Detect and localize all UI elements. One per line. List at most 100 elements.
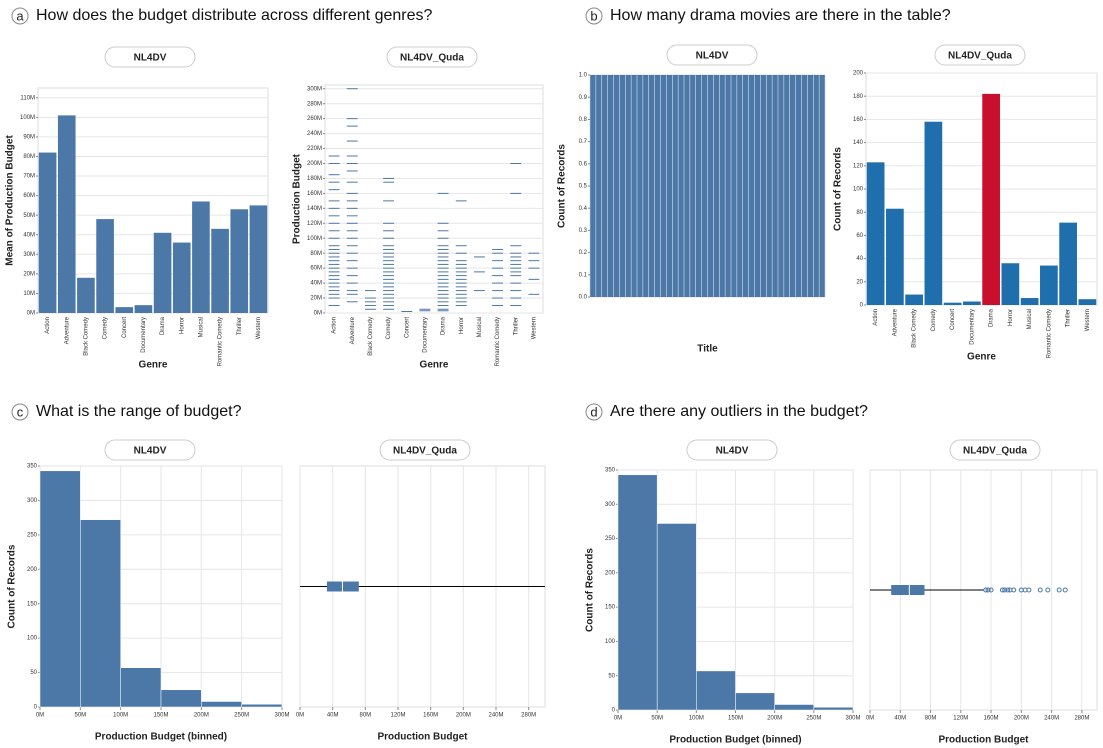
- bar: [678, 75, 684, 297]
- outlier: [983, 587, 989, 593]
- x-tick-label: Thriller: [1066, 309, 1072, 327]
- x-axis-label: Production Budget: [939, 735, 1030, 746]
- outlier: [985, 587, 991, 593]
- y-tick-label: 20: [856, 279, 863, 285]
- y-tick-label: 0: [860, 303, 864, 309]
- y-tick-label: 80M: [23, 154, 35, 160]
- panel-letter: c: [17, 404, 24, 419]
- x-tick-label: Comedy: [386, 317, 392, 339]
- outlier: [999, 587, 1005, 593]
- x-tick-label: 300M: [274, 713, 289, 719]
- x-tick-label: Black Comedy: [368, 317, 374, 356]
- x-axis-label: Genre: [967, 352, 996, 363]
- x-tick-label: Adventure: [350, 316, 356, 344]
- x-tick-label: Drama: [160, 316, 166, 335]
- bar: [96, 219, 114, 313]
- y-tick-label: 100: [605, 639, 616, 645]
- histogram-bar: [160, 689, 202, 708]
- y-tick-label: 0.9: [579, 95, 588, 101]
- bar: [625, 75, 631, 297]
- x-tick-label: 40M: [327, 713, 339, 719]
- x-tick-label: 0M: [866, 716, 874, 722]
- x-tick-label: Drama: [989, 308, 995, 327]
- panel-question: How many drama movies are there in the t…: [610, 7, 951, 24]
- y-tick-label: 110M: [20, 95, 35, 101]
- x-tick-label: 80M: [925, 716, 937, 722]
- y-tick-label: 0.1: [579, 272, 588, 278]
- x-tick-label: Action: [332, 317, 338, 334]
- y-tick-label: 160: [853, 117, 864, 123]
- bar: [77, 277, 95, 313]
- bar: [1020, 298, 1039, 305]
- x-tick-label: 40M: [894, 716, 906, 722]
- y-tick-label: 60M: [23, 193, 35, 199]
- bar: [648, 75, 655, 297]
- plot-frame: [589, 74, 826, 298]
- x-tick-label: Documentary: [422, 317, 428, 353]
- x-tick-label: Adventure: [64, 316, 70, 344]
- y-tick-label: 300: [605, 502, 616, 508]
- bar: [742, 75, 749, 297]
- x-tick-label: Musical: [198, 317, 204, 337]
- bar: [637, 75, 643, 297]
- histogram-bar: [735, 692, 775, 711]
- bar: [1059, 222, 1077, 305]
- title-pill: [104, 46, 196, 68]
- bar: [672, 75, 678, 297]
- bar: [1001, 263, 1020, 305]
- y-tick-label: 0.5: [579, 184, 588, 190]
- x-tick-label: Action: [873, 309, 879, 326]
- bar: [666, 75, 673, 297]
- x-axis-label: Production Budget (binned): [669, 735, 801, 746]
- outlier: [988, 587, 994, 593]
- y-tick-label: 140: [853, 140, 864, 146]
- y-tick-label: 50: [608, 673, 615, 679]
- bar: [713, 75, 720, 297]
- y-tick-label: 80: [856, 210, 863, 216]
- outlier: [1037, 587, 1043, 593]
- x-tick-label: Black Comedy: [83, 317, 89, 356]
- x-tick-label: 50M: [74, 713, 86, 719]
- y-axis-label: Count of Records: [585, 548, 596, 632]
- histogram-bar: [696, 670, 736, 711]
- y-tick-label: 50: [30, 670, 37, 676]
- bar: [684, 75, 690, 297]
- outlier: [1002, 587, 1008, 593]
- x-tick-label: Romantic Comedy: [495, 317, 501, 366]
- bar: [601, 75, 608, 297]
- x-tick-label: 160M: [423, 713, 438, 719]
- bar: [660, 75, 667, 297]
- y-tick-label: 250: [605, 536, 616, 542]
- y-tick-label: 80M: [310, 251, 322, 257]
- panel-letter: a: [16, 8, 24, 23]
- bar: [725, 75, 731, 297]
- panel-question: What is the range of budget?: [36, 403, 242, 420]
- bar: [153, 232, 172, 313]
- x-tick-label: Concert: [404, 317, 410, 338]
- y-tick-label: 0M: [27, 311, 35, 317]
- chart-title: NL4DV: [134, 53, 167, 64]
- bar: [748, 75, 755, 297]
- chart-title: NL4DV: [134, 446, 167, 457]
- y-tick-label: 50M: [23, 213, 35, 219]
- y-tick-label: 1.0: [579, 73, 588, 79]
- bar: [134, 305, 153, 313]
- chart-title: NL4DV_Quda: [948, 51, 1012, 62]
- outlier: [1005, 587, 1011, 593]
- y-tick-label: 100M: [20, 115, 35, 121]
- y-tick-label: 100: [27, 636, 38, 642]
- x-tick-label: 150M: [728, 716, 743, 722]
- title-pill: [104, 439, 196, 461]
- y-tick-label: 350: [605, 468, 616, 474]
- y-tick-label: 200M: [307, 161, 322, 167]
- x-tick-label: Horror: [1008, 309, 1014, 326]
- y-tick-label: 0.4: [579, 206, 588, 212]
- y-tick-label: 0.2: [579, 250, 588, 256]
- y-tick-label: 160M: [307, 191, 322, 197]
- x-tick-label: Black Comedy: [912, 309, 918, 348]
- histogram-bar: [241, 703, 283, 708]
- bar: [866, 162, 885, 305]
- x-tick-label: Comedy: [103, 317, 109, 339]
- y-tick-label: 0: [34, 705, 38, 711]
